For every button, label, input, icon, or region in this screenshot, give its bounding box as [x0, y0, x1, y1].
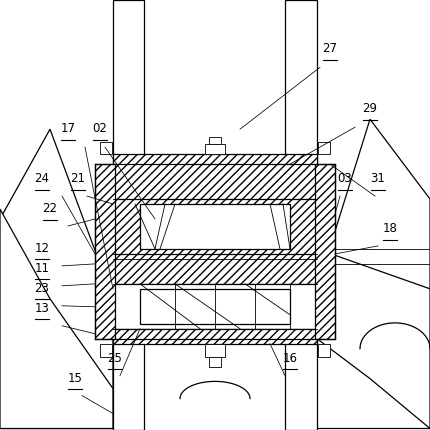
Text: 23: 23: [34, 281, 49, 294]
Bar: [205, 145, 225, 155]
Text: 21: 21: [71, 172, 86, 184]
Bar: [95, 165, 115, 339]
Text: 18: 18: [383, 221, 397, 234]
Bar: [209, 138, 221, 145]
Bar: [113, 254, 317, 284]
Polygon shape: [317, 120, 430, 429]
Text: 31: 31: [371, 172, 385, 184]
Bar: [315, 165, 335, 339]
Polygon shape: [0, 130, 113, 429]
Text: 29: 29: [362, 102, 378, 115]
Bar: [113, 155, 317, 205]
Bar: [318, 344, 330, 357]
Bar: [209, 357, 221, 367]
Polygon shape: [0, 209, 113, 429]
Text: 15: 15: [68, 371, 83, 384]
Bar: [113, 329, 317, 344]
Bar: [113, 200, 317, 259]
Bar: [140, 289, 290, 324]
Bar: [113, 284, 317, 329]
Text: 11: 11: [34, 261, 49, 274]
Bar: [318, 143, 330, 155]
Bar: [140, 205, 290, 249]
Text: 25: 25: [108, 351, 123, 364]
Polygon shape: [317, 249, 430, 429]
Text: 03: 03: [338, 172, 352, 184]
Text: 02: 02: [92, 122, 108, 135]
Bar: [100, 143, 112, 155]
Text: 27: 27: [322, 42, 338, 55]
Text: 16: 16: [283, 351, 298, 364]
Text: 17: 17: [61, 122, 76, 135]
Text: 24: 24: [34, 172, 49, 184]
Bar: [285, 0, 317, 430]
Bar: [113, 0, 144, 430]
Bar: [100, 344, 112, 357]
Bar: [205, 344, 225, 357]
Text: 12: 12: [34, 241, 49, 254]
Text: 22: 22: [43, 202, 58, 215]
Text: 13: 13: [34, 301, 49, 314]
